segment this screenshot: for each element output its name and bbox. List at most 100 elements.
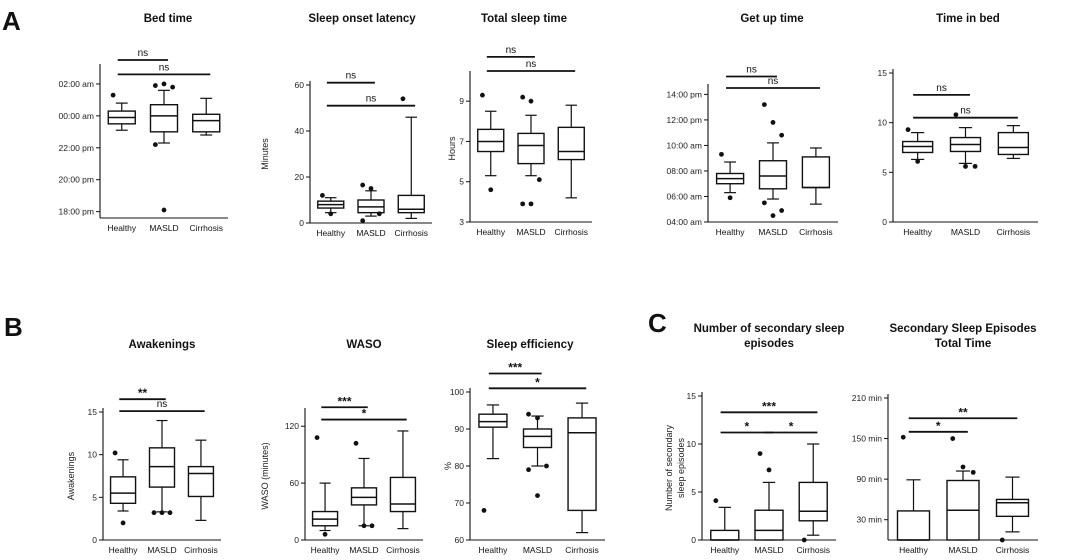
significance-label: ns xyxy=(526,59,537,70)
chart-sol: Sleep onset latency 0 20 40 60 Minutes Healthy… xyxy=(260,13,432,238)
y-tick-label: 10 xyxy=(878,118,888,128)
outlier-point xyxy=(322,531,328,537)
outlier-point xyxy=(536,177,542,183)
box-cirrhosis xyxy=(798,481,828,522)
outlier-point xyxy=(480,92,485,98)
outlier-point xyxy=(950,436,956,441)
panel-label-c: C xyxy=(648,308,667,338)
chart-sec: Number of secondary sleep episodes 0 5 10 15 N… xyxy=(664,323,844,555)
significance-label: ns xyxy=(746,65,757,76)
x-tick-label: MASLD xyxy=(948,545,977,555)
outlier-point xyxy=(963,163,968,169)
outlier-point xyxy=(159,510,165,516)
x-tick-label: Healthy xyxy=(903,227,933,237)
x-tick-label: MASLD xyxy=(523,545,552,555)
chart-title-bed: Bed time xyxy=(144,13,193,25)
panel-label-a: A xyxy=(2,6,21,36)
x-tick-label: Healthy xyxy=(476,227,506,237)
box-masld xyxy=(148,447,176,488)
x-tick-label: MASLD xyxy=(149,223,178,233)
y-tick-label: 3 xyxy=(459,217,464,227)
x-tick-label: MASLD xyxy=(147,545,176,555)
outlier-point xyxy=(770,213,776,219)
outlier-point xyxy=(915,159,921,164)
y-tick-label: 0 xyxy=(92,535,97,545)
outlier-point xyxy=(152,142,158,147)
outlier-point xyxy=(353,440,359,446)
x-tick-label: Cirrhosis xyxy=(799,227,833,237)
significance-label: *** xyxy=(338,394,352,408)
outlier-point xyxy=(361,523,367,529)
box-cirrhosis xyxy=(187,465,215,498)
y-tick-label: 10:00 am xyxy=(667,140,702,150)
x-tick-label: Cirrhosis xyxy=(184,545,218,555)
outlier-point xyxy=(905,127,911,133)
y-tick-label: 06:00 am xyxy=(667,191,702,201)
box-healthy xyxy=(477,128,505,153)
panel-label-b: B xyxy=(4,312,23,342)
outlier-point xyxy=(779,132,785,138)
y-tick-label: 15 xyxy=(878,68,888,78)
outlier-point xyxy=(112,450,118,456)
y-tick-label: 10 xyxy=(88,450,98,460)
outlier-point xyxy=(953,112,959,118)
box-masld xyxy=(522,428,553,449)
y-tick-label: 0 xyxy=(294,535,299,545)
box-cirrhosis xyxy=(801,156,831,189)
x-tick-label: Healthy xyxy=(716,227,746,237)
outlier-point xyxy=(368,186,374,191)
y-tick-label: 10 xyxy=(687,439,697,449)
y-tick-label: 100 xyxy=(450,387,464,397)
y-tick-label: 22:00 pm xyxy=(59,143,94,153)
chart-title-sec: Number of secondary sleep xyxy=(694,323,845,335)
box-cirrhosis xyxy=(557,126,585,161)
y-tick-label: 60 xyxy=(295,80,305,90)
chart-title-sectime: Total Time xyxy=(935,338,991,350)
x-tick-label: MASLD xyxy=(349,545,378,555)
outlier-point xyxy=(526,411,531,417)
box-masld xyxy=(517,132,545,165)
y-axis-label: sleep episodes xyxy=(676,437,686,498)
chart-title-awk: Awakenings xyxy=(129,339,196,351)
y-tick-label: 60 xyxy=(290,478,300,488)
y-tick-label: 02:00 am xyxy=(59,79,94,89)
x-tick-label: Cirrhosis xyxy=(189,223,223,233)
outlier-point xyxy=(151,510,157,516)
significance-label: ns xyxy=(366,94,377,105)
y-tick-label: 150 min xyxy=(852,434,883,444)
outlier-point xyxy=(369,523,375,529)
outlier-point xyxy=(801,537,807,543)
chart-title-sec: episodes xyxy=(744,338,794,350)
significance-label: * xyxy=(936,419,941,433)
x-tick-label: Cirrhosis xyxy=(386,545,420,555)
y-tick-label: 18:00 pm xyxy=(59,207,94,217)
chart-title-eff: Sleep efficiency xyxy=(487,339,575,351)
y-tick-label: 15 xyxy=(88,407,98,417)
outlier-point xyxy=(376,211,382,217)
chart-title-waso: WASO xyxy=(346,339,381,351)
box-cirrhosis xyxy=(995,498,1030,518)
chart-get: Get up time 04:00 am 06:00 am 08:00 am 10:00… xyxy=(667,13,838,237)
y-tick-label: 120 xyxy=(285,421,299,431)
significance-label: * xyxy=(745,419,750,433)
outlier-point xyxy=(713,498,719,504)
chart-title-tib: Time in bed xyxy=(936,13,1000,25)
y-tick-label: 20 xyxy=(295,172,305,182)
y-tick-label: 7 xyxy=(459,136,464,146)
significance-label: ns xyxy=(768,76,779,87)
significance-label: ns xyxy=(346,71,357,82)
box-cirrhosis xyxy=(389,476,417,513)
outlier-point xyxy=(535,493,540,498)
box-masld xyxy=(758,160,788,190)
significance-label: ns xyxy=(157,399,168,410)
x-tick-label: Healthy xyxy=(899,545,929,555)
outlier-point xyxy=(999,537,1005,543)
y-tick-label: 40 xyxy=(295,126,305,136)
x-tick-label: Cirrhosis xyxy=(565,545,599,555)
significance-label: ns xyxy=(936,83,947,94)
x-tick-label: Healthy xyxy=(311,545,341,555)
outlier-point xyxy=(528,98,534,104)
significance-label: * xyxy=(535,375,540,389)
significance-label: * xyxy=(362,407,367,421)
